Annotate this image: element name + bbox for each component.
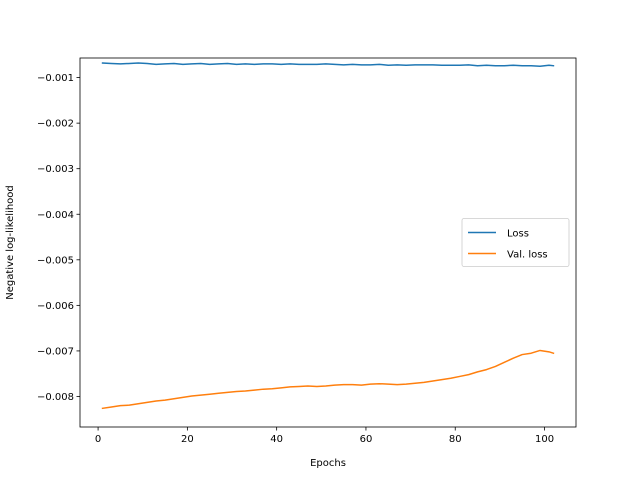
- series-line-val-loss: [101, 349, 555, 410]
- x-tick-label: 80: [449, 434, 462, 445]
- y-tick-label: −0.001: [37, 73, 74, 84]
- y-axis-label: Negative log-likelihood: [5, 185, 16, 300]
- x-axis-label: Epochs: [310, 458, 346, 469]
- x-tick-label: 40: [270, 434, 283, 445]
- series-line-loss: [101, 62, 555, 67]
- x-tick-label: 100: [535, 434, 554, 445]
- y-tick-label: −0.006: [37, 301, 74, 312]
- y-tick-label: −0.008: [37, 392, 74, 403]
- x-axis-ticks: 0 20 40 60 80 100: [95, 427, 554, 445]
- legend: Loss Val. loss: [461, 218, 570, 267]
- legend-box: [461, 218, 570, 267]
- legend-label: Loss: [507, 229, 529, 240]
- series-layer: [101, 62, 555, 410]
- y-tick-label: −0.007: [37, 346, 74, 357]
- x-tick-label: 20: [181, 434, 194, 445]
- y-tick-label: −0.004: [37, 210, 74, 221]
- y-axis-ticks: −0.008 −0.007 −0.006 −0.005 −0.004 −0.003 −0.0…: [37, 73, 80, 403]
- axes-frame: [79, 57, 577, 428]
- x-tick-label: 60: [360, 434, 373, 445]
- y-tick-label: −0.003: [37, 164, 74, 175]
- y-tick-label: −0.005: [37, 255, 74, 266]
- legend-label: Val. loss: [507, 250, 548, 261]
- y-tick-label: −0.002: [37, 119, 74, 130]
- x-tick-label: 0: [95, 434, 101, 445]
